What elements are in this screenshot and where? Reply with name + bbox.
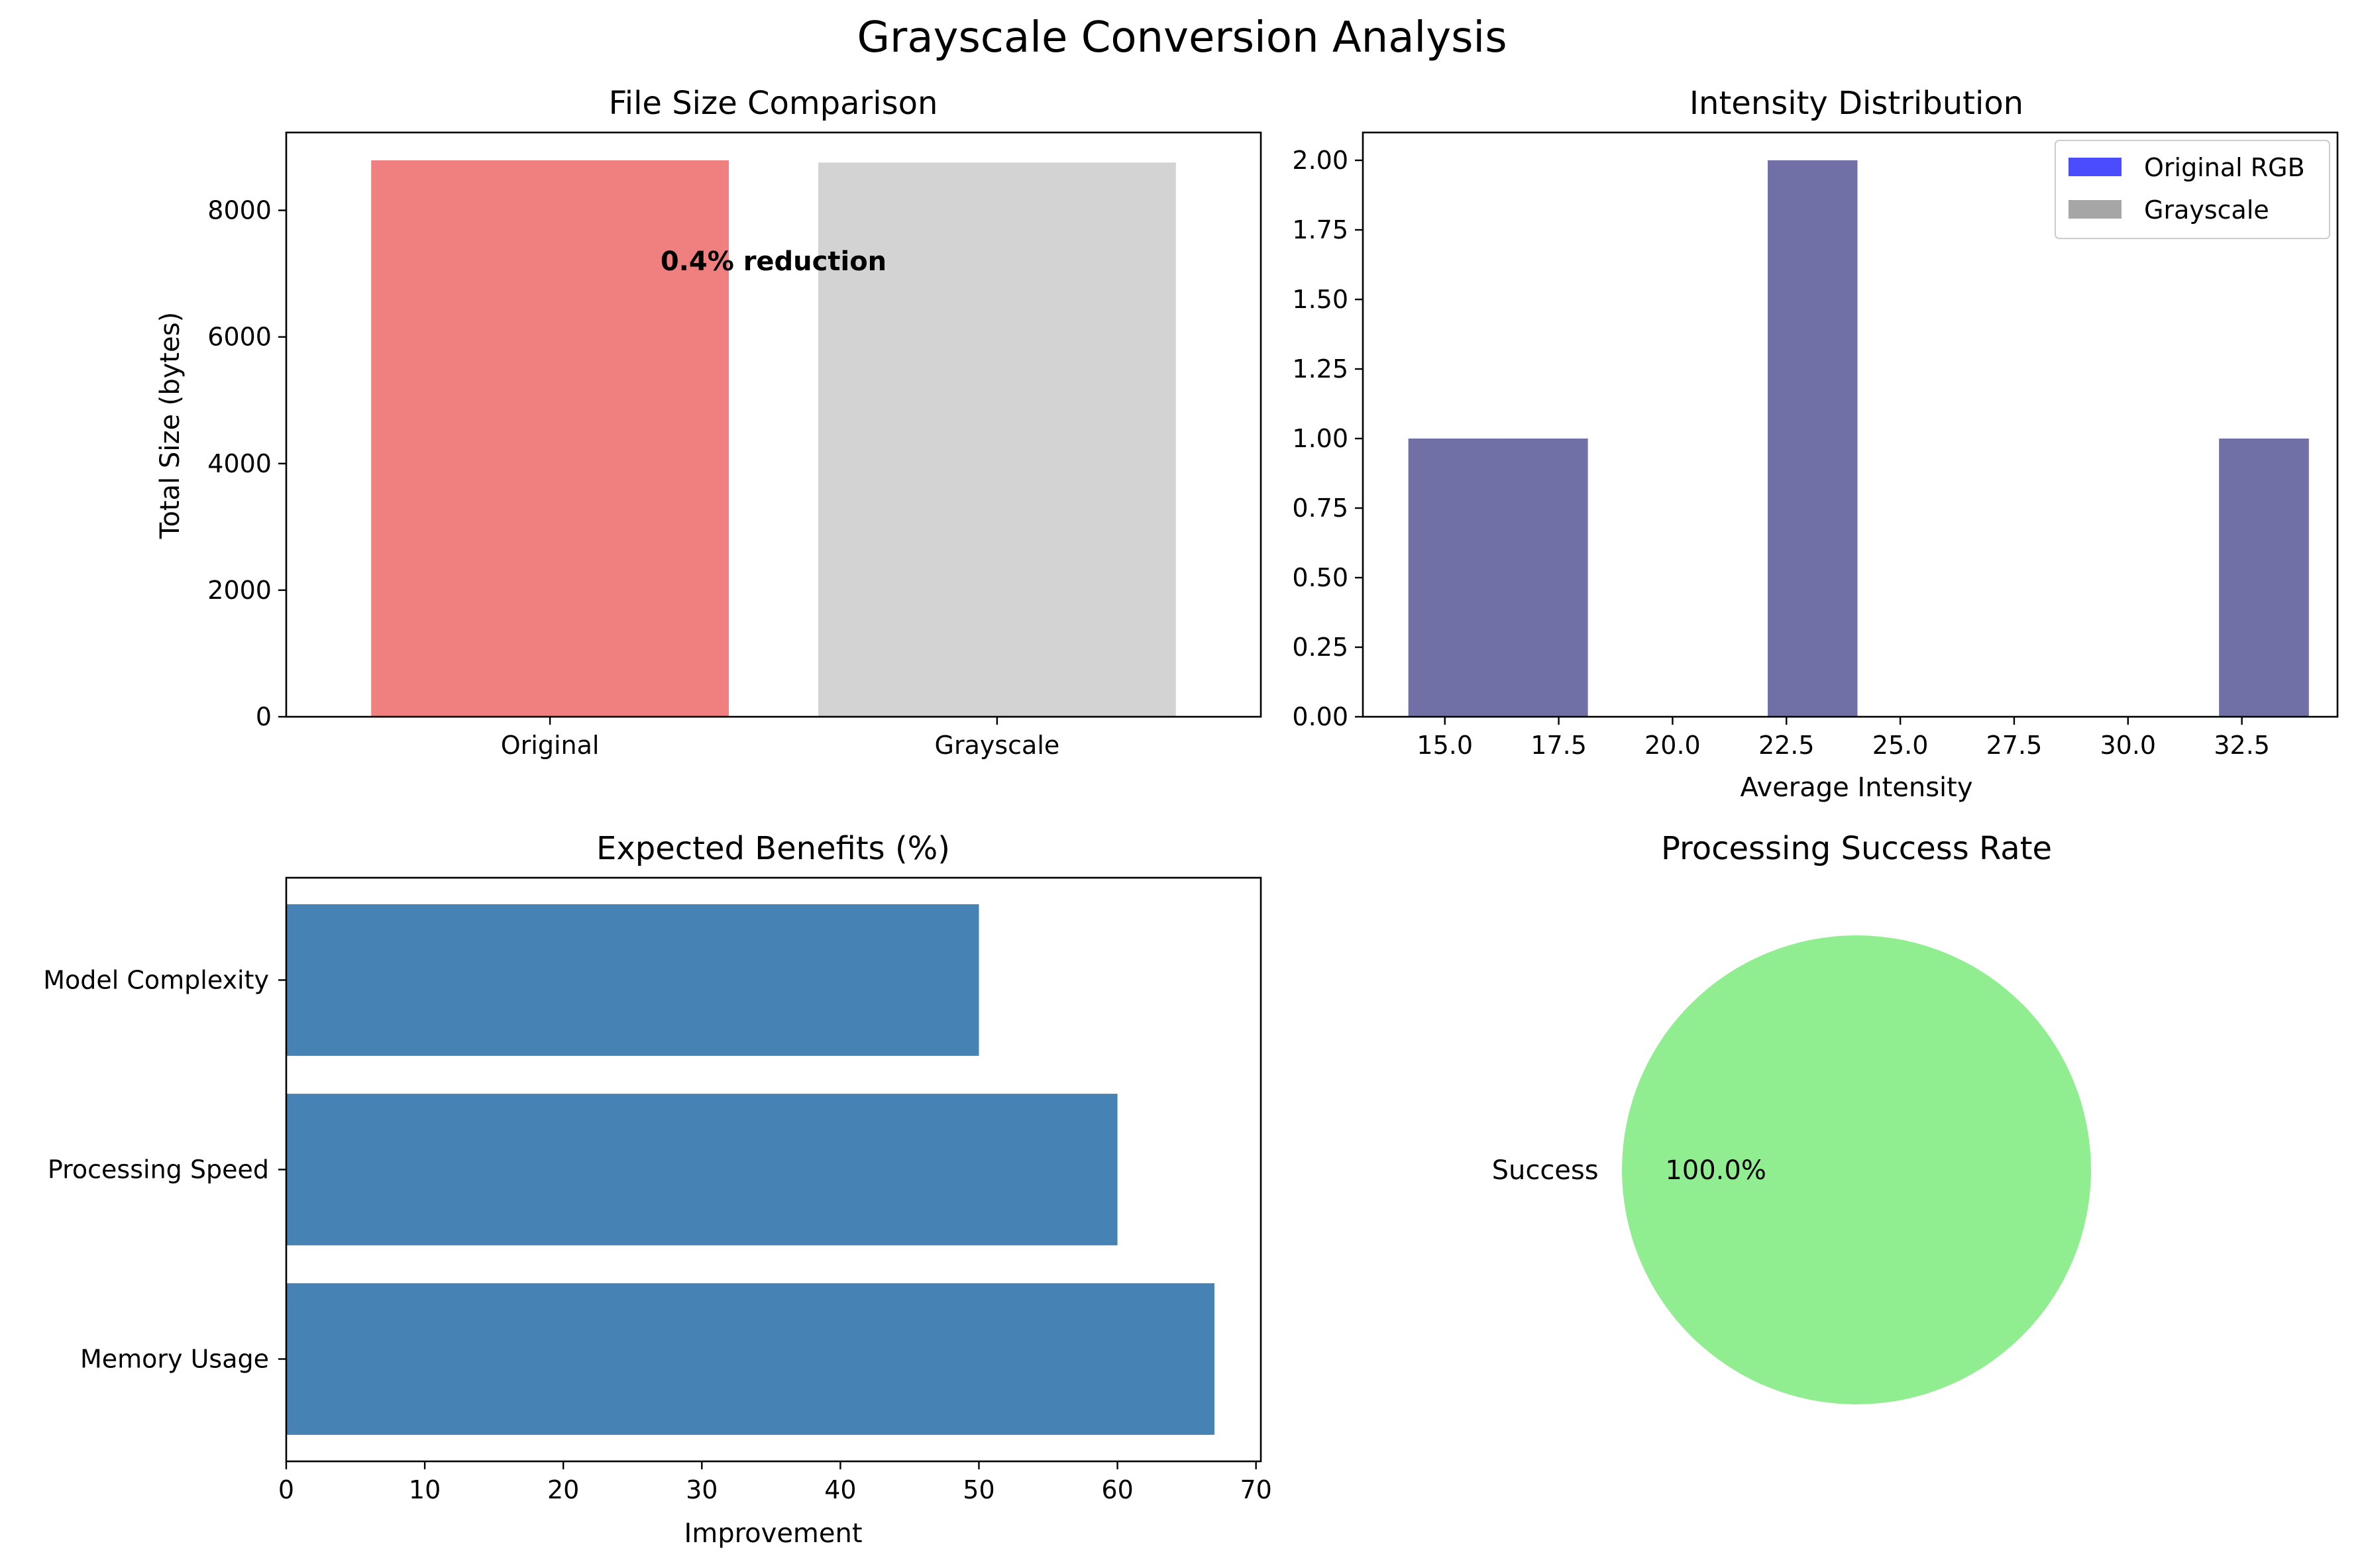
- bar-memory-usage: [286, 1283, 1214, 1435]
- ytick-label: 0: [256, 702, 272, 731]
- file-size-bars: [371, 160, 1176, 717]
- ytick-label: 1.50: [1292, 285, 1348, 314]
- ytick-label: 2.00: [1292, 146, 1348, 175]
- xtick-label: 15.0: [1417, 731, 1473, 760]
- ytick-label: 1.75: [1292, 215, 1348, 244]
- pie-pct-success: 100.0%: [1665, 1155, 1766, 1186]
- hist-bar-grayscale: [1768, 160, 1858, 717]
- legend-label-original-rgb: Original RGB: [2144, 153, 2305, 182]
- xtick-label: 10: [409, 1475, 441, 1504]
- intensity-title: Intensity Distribution: [1690, 85, 2023, 122]
- pie-slice-success: [1622, 935, 2091, 1404]
- benefits-axes-frame: [285, 876, 1262, 1463]
- xtick-label: 50: [963, 1475, 994, 1504]
- file-size-annotation: 0.4% reduction: [661, 246, 886, 277]
- success-panel: Processing Success Rate Success 100.0%: [1492, 830, 2091, 1404]
- intensity-axes-frame: [1362, 131, 2339, 718]
- intensity-panel: Intensity Distribution Average Intensity…: [1292, 85, 2339, 803]
- xtick-label: 0: [278, 1475, 294, 1504]
- benefits-panel: Expected Benefits (%) Improvement Memory…: [43, 830, 1272, 1549]
- bar-original: [371, 160, 729, 717]
- xtick-label: 22.5: [1758, 731, 1815, 760]
- xtick-label: 27.5: [1986, 731, 2043, 760]
- figure-title: Grayscale Conversion Analysis: [857, 13, 1507, 62]
- legend-swatch-grayscale: [2068, 200, 2122, 219]
- benefits-xlabel: Improvement: [684, 1518, 862, 1549]
- bar-grayscale: [818, 162, 1176, 717]
- xtick-label: 20.0: [1644, 731, 1701, 760]
- benefits-title: Expected Benefits (%): [596, 830, 950, 867]
- xtick-label: Grayscale: [935, 731, 1060, 760]
- xtick-label: Original: [501, 731, 600, 760]
- ytick-label: 8000: [207, 196, 272, 225]
- hist-bar-grayscale: [1498, 439, 1588, 717]
- file-size-xticks: Original Grayscale: [501, 717, 1060, 760]
- legend-box: [2055, 140, 2330, 239]
- xtick-label: 20: [547, 1475, 579, 1504]
- ytick-label: 4000: [207, 449, 272, 478]
- hist-bar-grayscale: [1408, 439, 1499, 717]
- intensity-xticks: 15.0 17.5 20.0 22.5 25.0 27.5 30.0 32.5: [1417, 717, 2270, 760]
- file-size-panel: File Size Comparison Total Size (bytes) …: [155, 85, 1262, 760]
- xtick-label: 60: [1101, 1475, 1133, 1504]
- xtick-label: 25.0: [1872, 731, 1929, 760]
- ytick-label: 0.75: [1292, 494, 1348, 523]
- ytick-label: 0.50: [1292, 563, 1348, 592]
- ytick-label: Memory Usage: [80, 1345, 269, 1374]
- hist-bar-grayscale: [2219, 439, 2309, 717]
- xtick-label: 17.5: [1531, 731, 1587, 760]
- success-pie: Success 100.0%: [1492, 935, 2091, 1404]
- xtick-label: 30: [686, 1475, 718, 1504]
- intensity-yticks: 0.00 0.25 0.50 0.75 1.00 1.25 1.50 1.75 2.00: [1292, 146, 1363, 731]
- xtick-label: 40: [824, 1475, 856, 1504]
- benefits-yticks: Memory Usage Processing Speed Model Comple…: [43, 965, 286, 1374]
- file-size-axes-frame: [285, 131, 1262, 718]
- ytick-label: 2000: [207, 576, 272, 605]
- xtick-label: 32.5: [2214, 731, 2270, 760]
- file-size-ylabel: Total Size (bytes): [155, 312, 186, 539]
- reduction-annotation: 0.4% reduction: [661, 246, 886, 277]
- xtick-label: 30.0: [2100, 731, 2156, 760]
- intensity-bars: [1408, 160, 2309, 717]
- intensity-xlabel: Average Intensity: [1740, 772, 1972, 803]
- file-size-yticks: 0 2000 4000 6000 8000: [207, 196, 286, 731]
- benefits-bars: [286, 904, 1214, 1435]
- bar-processing-speed: [286, 1094, 1118, 1245]
- ytick-label: Processing Speed: [48, 1155, 269, 1184]
- legend-label-grayscale: Grayscale: [2144, 195, 2269, 225]
- bar-model-complexity: [286, 904, 979, 1056]
- xtick-label: 70: [1240, 1475, 1272, 1504]
- intensity-legend: Original RGB Grayscale: [2055, 140, 2330, 239]
- pie-label-success: Success: [1492, 1155, 1599, 1186]
- benefits-xticks: 0 10 20 30 40 50 60 70: [278, 1461, 1272, 1504]
- success-title: Processing Success Rate: [1661, 830, 2052, 867]
- legend-swatch-original-rgb: [2068, 158, 2122, 176]
- ytick-label: 0.25: [1292, 633, 1348, 662]
- ytick-label: 1.00: [1292, 424, 1348, 453]
- ytick-label: Model Complexity: [43, 965, 269, 994]
- file-size-title: File Size Comparison: [609, 85, 938, 122]
- ytick-label: 0.00: [1292, 702, 1348, 731]
- ytick-label: 6000: [207, 323, 272, 352]
- ytick-label: 1.25: [1292, 354, 1348, 384]
